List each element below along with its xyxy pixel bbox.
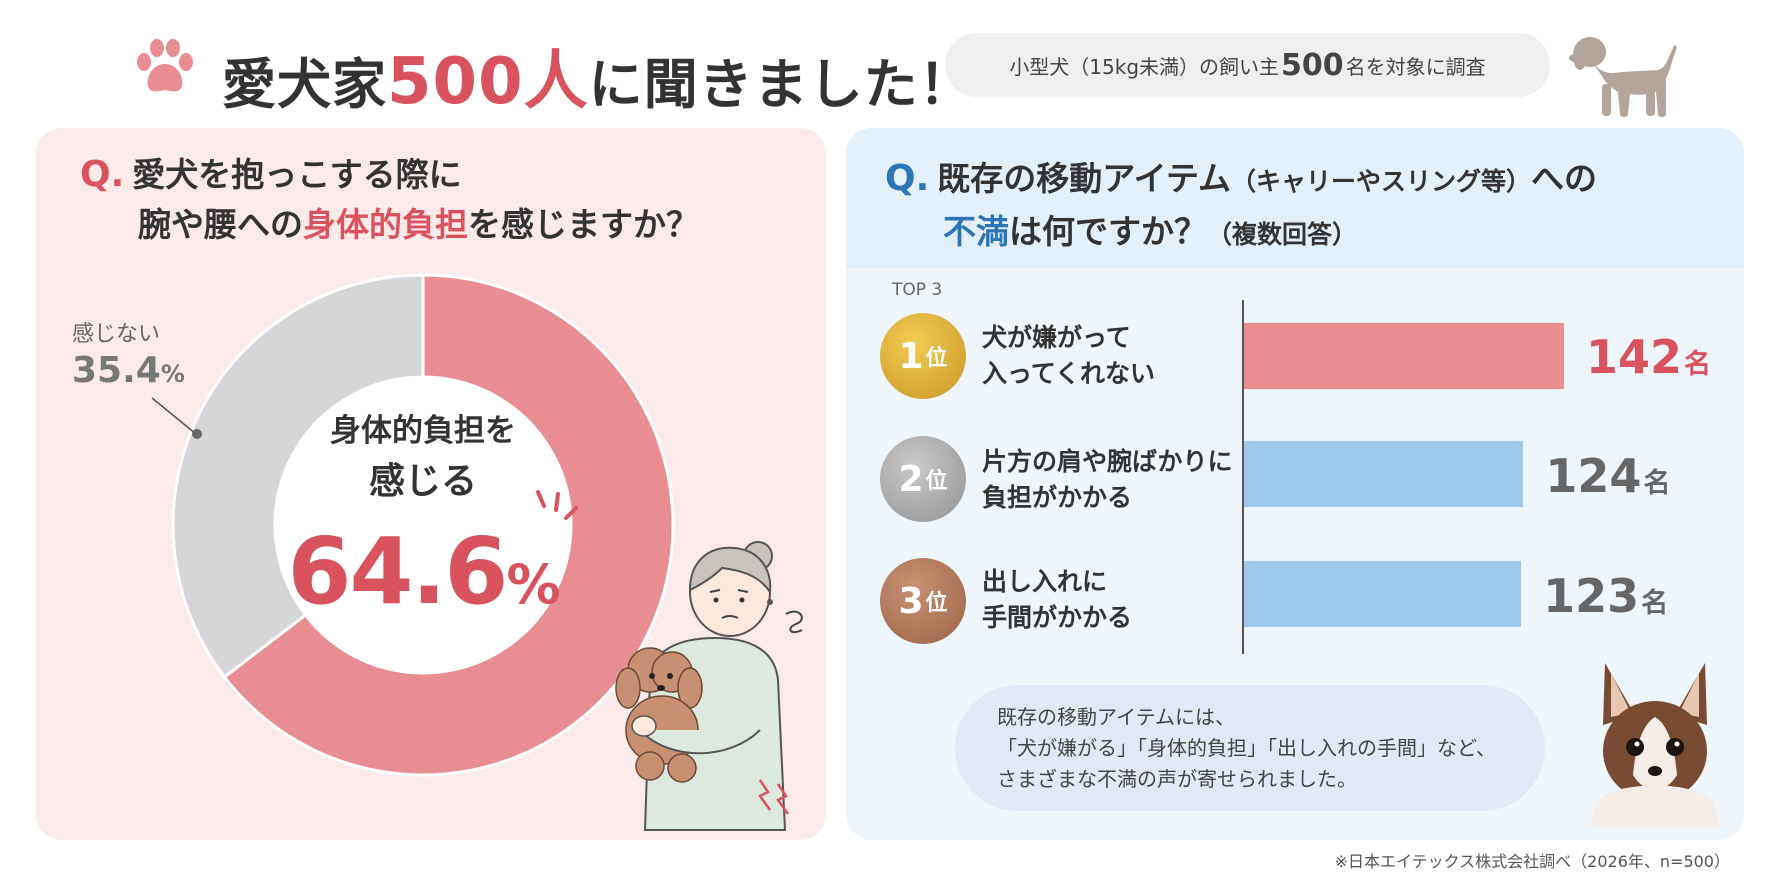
rank-2-item-line1: 片方の肩や腕ばかりに (982, 447, 1233, 476)
title-prefix: 愛犬家 (222, 53, 387, 116)
bar-value-3: 123名 (1543, 569, 1668, 623)
chihuahua-photo (1590, 663, 1720, 827)
rank-2-item: 片方の肩や腕ばかりに 負担がかかる (982, 444, 1233, 516)
survey-target-suffix: 名を対象に調査 (1345, 54, 1486, 79)
donut-chart (171, 273, 675, 777)
donut-center-unit: % (506, 553, 560, 616)
donut-center-line1: 身体的負担を (330, 413, 516, 449)
survey-target-badge: 小型犬（15kg未満）の飼い主 500 名を対象に調査 (945, 33, 1550, 97)
rank-3-number: 3 (898, 580, 924, 622)
bar-value-2: 124名 (1545, 449, 1670, 503)
comment-text: 既存の移動アイテムには、 「犬が嫌がる」「身体的負担」「出し入れの手間」など、 … (997, 702, 1496, 795)
donut-label-no: 感じない (72, 322, 161, 347)
bar-value-2-number: 124 (1545, 449, 1642, 503)
rank-1-item: 犬が嫌がって 入ってくれない (982, 320, 1155, 392)
comment-line-3: さまざまな不満の声が寄せられました。 (997, 767, 1357, 791)
rank-3-item-line1: 出し入れに (982, 567, 1108, 596)
right-question-note: （複数回答） (1207, 220, 1358, 249)
right-question-line1-suffix: への (1531, 159, 1597, 198)
rank-1-number: 1 (898, 335, 924, 377)
donut-center-value: 64.6% (258, 518, 588, 625)
bar-chart-axis (1242, 300, 1244, 654)
right-question-line1-note: （キャリーやスリング等） (1230, 167, 1531, 196)
rank-1-item-line2: 入ってくれない (982, 359, 1156, 388)
donut-value-no: 35.4% (72, 350, 185, 391)
right-question-highlight: 不満 (943, 212, 1009, 251)
question-mark: Q. (885, 158, 930, 199)
rank-2-number: 2 (898, 458, 924, 500)
rank-unit: 位 (925, 469, 948, 494)
right-question-line1: 既存の移動アイテム (937, 159, 1231, 198)
donut-center-number: 64.6 (287, 518, 508, 625)
bar-rank-1 (1244, 323, 1564, 389)
comment-line-1: 既存の移動アイテムには、 (997, 705, 1235, 729)
donut-center-line2: 感じる (368, 461, 477, 502)
emphasis-lines-icon (536, 490, 578, 520)
survey-target-prefix: 小型犬（15kg未満）の飼い主 (1009, 54, 1280, 79)
rank-unit: 位 (925, 591, 948, 616)
top3-label: TOP 3 (892, 280, 943, 300)
woman-holding-dog-illustration (615, 541, 803, 831)
left-question-line2-prefix: 腕や腰への (138, 205, 303, 244)
donut-value-no-number: 35.4 (72, 350, 161, 391)
bar-rank-3 (1244, 561, 1522, 627)
rank-unit: 位 (925, 346, 948, 371)
source-footnote: ※日本エイテックス株式会社調べ（2026年、n=500） (1334, 852, 1730, 871)
comment-line-2: 「犬が嫌がる」「身体的負担」「出し入れの手間」など、 (997, 736, 1496, 760)
dog-silhouette-icon (1569, 37, 1677, 117)
right-question-line2: は何ですか？ (1009, 212, 1207, 251)
donut-hole (275, 377, 571, 673)
left-question-highlight: 身体的負担 (303, 205, 468, 244)
left-question-line1: 愛犬を抱っこする際に (132, 155, 462, 194)
title-number: 500人 (387, 45, 589, 119)
leader-line (151, 397, 202, 439)
paw-icon (137, 39, 193, 92)
count-unit: 名 (1684, 349, 1711, 380)
rank-2-item-line2: 負担がかかる (982, 483, 1133, 512)
left-question-line2-suffix: を感じますか？ (468, 205, 699, 244)
rank-3-item: 出し入れに 手間がかかる (982, 564, 1132, 636)
rank-1-item-line1: 犬が嫌がって (982, 323, 1131, 352)
page-title: 愛犬家500人に聞きました！ (222, 30, 974, 122)
question-mark: Q. (80, 154, 125, 195)
count-unit: 名 (1641, 588, 1669, 619)
right-question: Q. 既存の移動アイテム（キャリーやスリング等）への 不満は何ですか？（複数回答） (885, 154, 1597, 260)
title-suffix: に聞きました！ (588, 53, 974, 116)
comment-bubble (955, 685, 1545, 811)
bar-value-3-number: 123 (1543, 569, 1640, 623)
donut-value-no-unit: % (160, 360, 185, 388)
bar-value-1-number: 142 (1585, 330, 1682, 384)
count-unit: 名 (1643, 468, 1671, 499)
survey-target-number: 500 (1281, 47, 1344, 83)
bar-value-1: 142名 (1586, 330, 1711, 384)
bar-rank-2 (1244, 441, 1524, 507)
rank-3-item-line2: 手間がかかる (982, 603, 1133, 632)
left-question: Q. 愛犬を抱っこする際に 腕や腰への身体的負担を感じますか？ (80, 150, 699, 250)
